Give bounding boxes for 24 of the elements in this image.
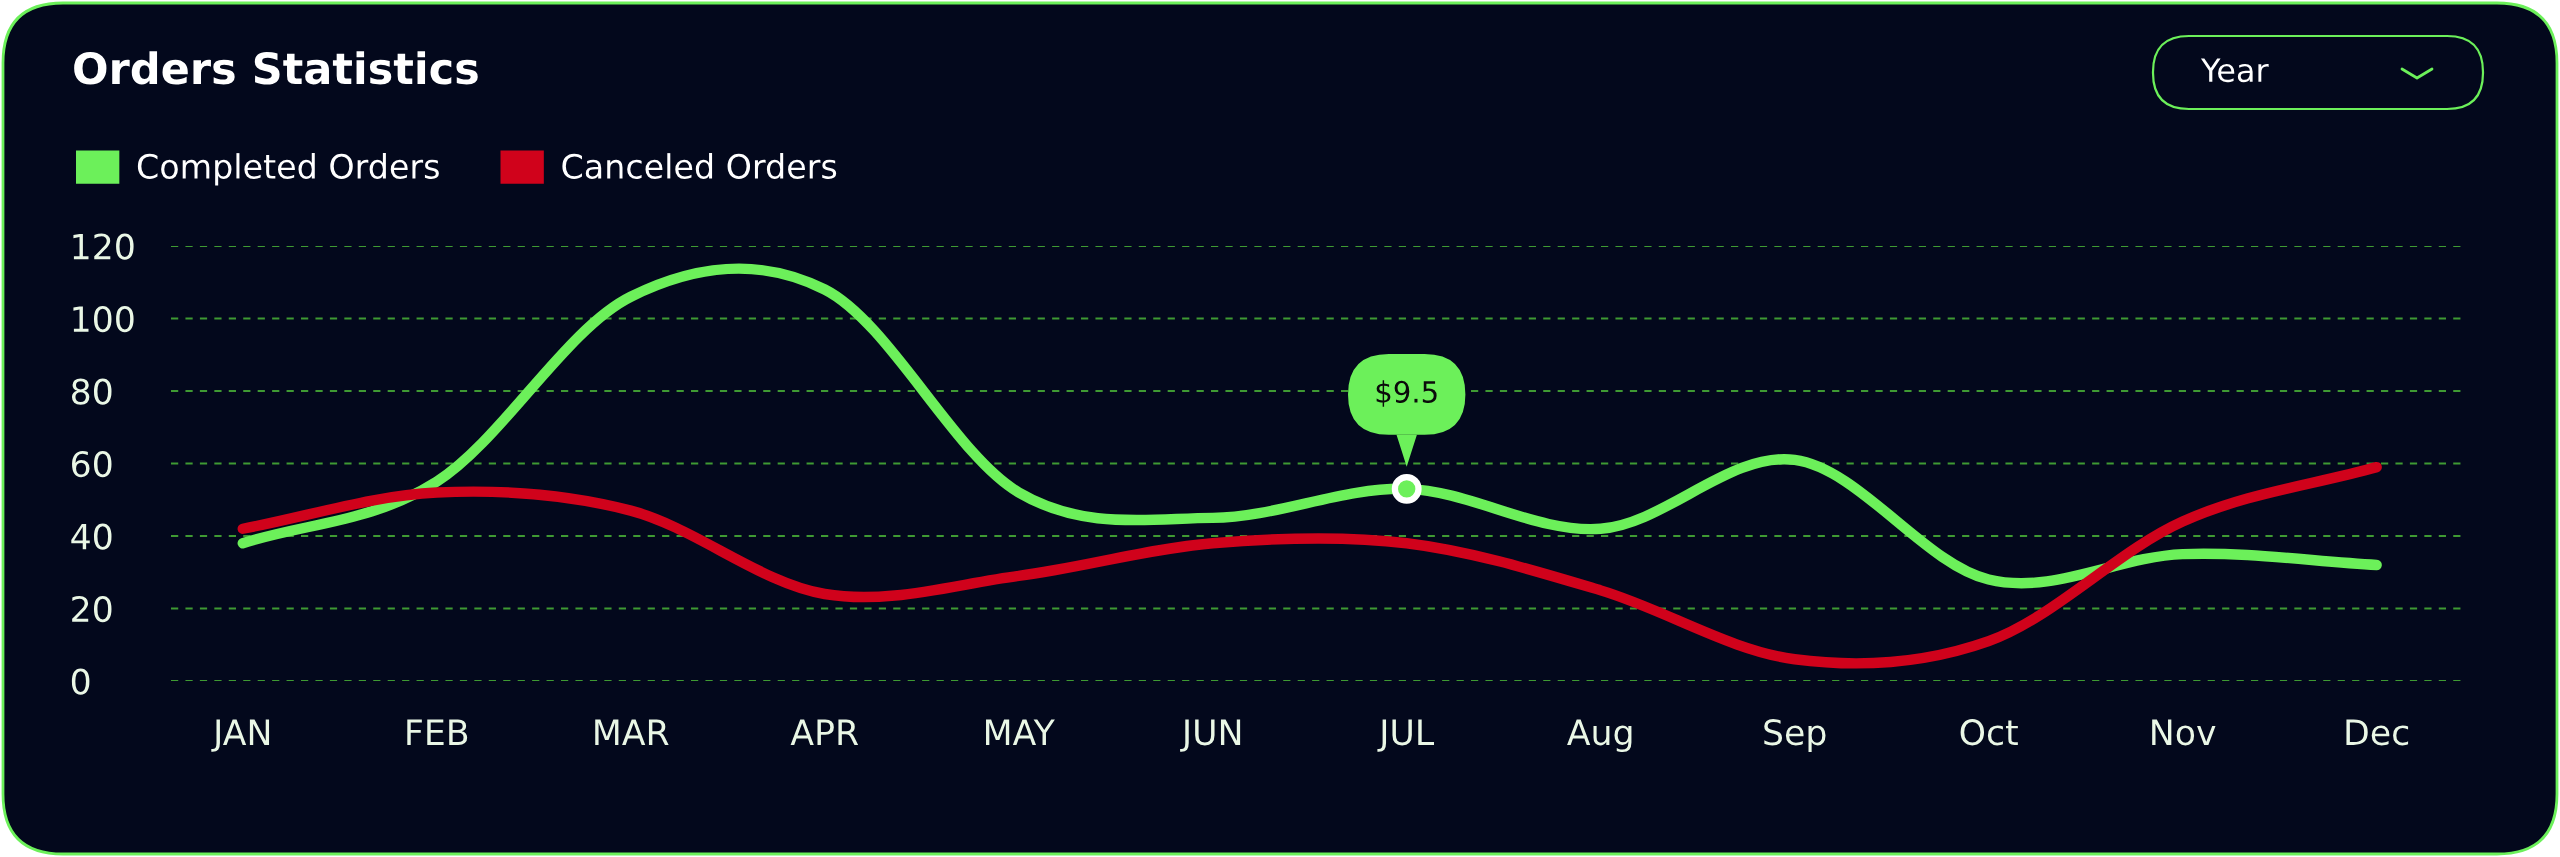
x-tick-label: MAY <box>986 719 1055 745</box>
y-tick-label: 100 <box>73 305 134 333</box>
y-tick-label: 80 <box>71 378 112 405</box>
y-tick-label: 40 <box>71 523 112 550</box>
x-tick-label: Oct <box>1960 719 2018 746</box>
y-tick-label: 120 <box>73 233 134 260</box>
x-tick-label: FEB <box>407 719 468 745</box>
x-tick-label: Nov <box>2152 719 2216 746</box>
chart-title: Orders Statistics <box>74 51 478 85</box>
y-tick-label: 0 <box>71 668 90 695</box>
x-tick-label: Aug <box>1567 719 1632 753</box>
x-tick-label: APR <box>790 719 859 745</box>
x-tick-label: JAN <box>211 719 270 752</box>
x-tick-label: JUL <box>1377 719 1435 752</box>
legend-label: Canceled Orders <box>562 153 837 179</box>
legend-label: Completed Orders <box>137 153 439 186</box>
x-tick-label: JUN <box>1180 719 1241 752</box>
y-tick-label: 20 <box>72 595 112 623</box>
text: Year <box>2200 58 2269 83</box>
y-tick-label: 60 <box>72 450 112 478</box>
x-tick-label: MAR <box>595 719 669 745</box>
annotation: $9.5 <box>1376 380 1437 407</box>
x-tick-label: Sep <box>1764 719 1826 753</box>
x-tick-label: Dec <box>2346 719 2409 746</box>
